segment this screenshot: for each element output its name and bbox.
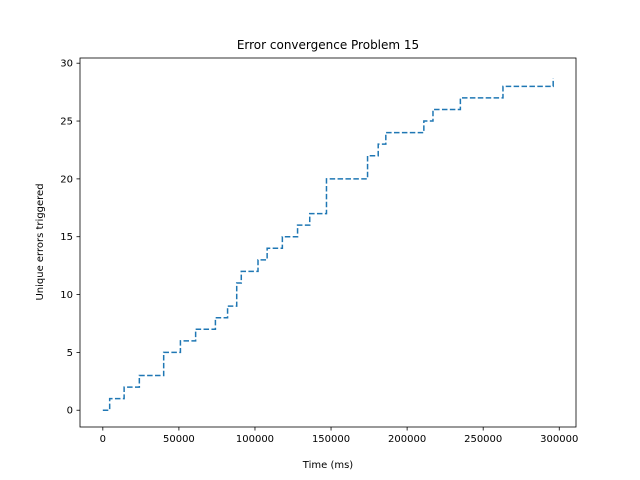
x-tick-label: 200000 — [388, 434, 426, 445]
x-axis: 0 50000 100000 150000 200000 250000 300000 — [100, 427, 578, 445]
y-tick-label: 0 — [67, 406, 73, 417]
y-tick-label: 20 — [60, 174, 73, 185]
y-tick-label: 10 — [60, 290, 73, 301]
y-tick-label: 30 — [60, 59, 73, 70]
x-tick-label: 50000 — [163, 434, 195, 445]
y-axis: 0 5 10 15 20 25 30 — [60, 59, 80, 417]
y-axis-label: Unique errors triggered — [35, 183, 46, 300]
chart-title: Error convergence Problem 15 — [237, 38, 419, 52]
plot-frame — [79, 57, 577, 428]
x-tick-label: 250000 — [464, 434, 502, 445]
plot-area — [102, 78, 554, 411]
y-tick-label: 15 — [60, 232, 73, 243]
x-axis-label: Time (ms) — [302, 460, 354, 471]
x-tick-label: 150000 — [312, 434, 350, 445]
x-tick-label: 300000 — [540, 434, 578, 445]
x-tick-label: 0 — [100, 434, 106, 445]
y-tick-label: 25 — [60, 117, 73, 128]
x-tick-label: 100000 — [236, 434, 274, 445]
series-line-0 — [102, 78, 554, 411]
y-tick-label: 5 — [67, 348, 73, 359]
